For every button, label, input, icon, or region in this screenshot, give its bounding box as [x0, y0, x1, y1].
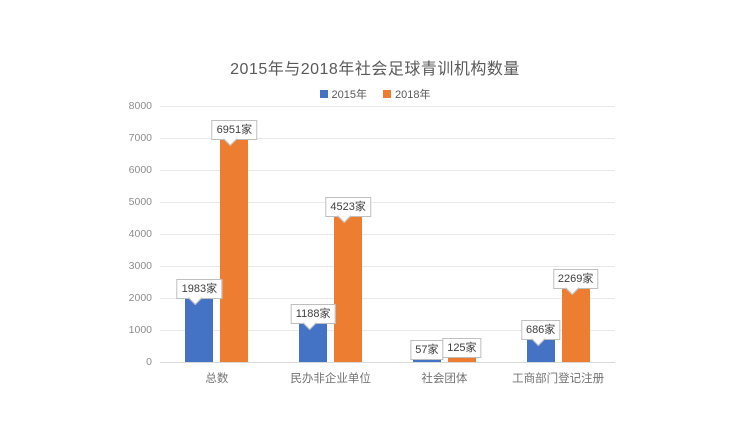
legend-item-2015年: 2015年: [319, 86, 367, 102]
data-callout: 125家: [442, 338, 482, 358]
grid-line: [160, 169, 615, 171]
bar-2015年-社会团体: [412, 360, 441, 362]
legend-swatch-icon: [319, 90, 328, 98]
legend-item-2018年: 2018年: [383, 86, 430, 102]
category-label: 社会团体: [421, 373, 468, 385]
data-label: 4523家: [330, 201, 366, 214]
chart-title: 2015年与2018年社会足球青训机构数量: [230, 61, 520, 78]
x-axis-line: [160, 361, 615, 363]
legend-label: 2015年: [331, 89, 367, 101]
data-callout: 6951家: [211, 119, 258, 146]
data-label: 6951家: [216, 123, 253, 136]
bar-2015年-总数: [185, 298, 214, 362]
bar-2018年-社会团体: [447, 358, 476, 362]
y-tick-label: 4000: [128, 228, 152, 240]
grid-line: [160, 105, 615, 107]
y-tick-label: 8000: [128, 100, 152, 112]
data-callout: 686家: [520, 320, 561, 347]
grid-line: [160, 297, 615, 299]
data-callout: 2269家: [552, 269, 599, 296]
y-tick-label: 2000: [128, 292, 152, 304]
data-label: 2269家: [557, 273, 594, 286]
bar-2018年-工商部门登记注册: [561, 289, 590, 362]
grid-line: [160, 201, 615, 203]
data-label: 125家: [447, 342, 477, 354]
legend-label: 2018年: [395, 89, 431, 101]
data-callout: 57家: [410, 340, 444, 361]
grid-line: [160, 137, 615, 139]
data-callout: 4523家: [325, 197, 371, 224]
grid-line: [160, 233, 615, 235]
bar-2018年-总数: [220, 139, 249, 362]
y-tick-label: 3000: [128, 260, 152, 272]
bar-2015年-工商部门登记注册: [526, 340, 555, 362]
y-tick-label: 1000: [128, 324, 152, 336]
data-label: 57家: [415, 344, 439, 357]
y-tick-label: 5000: [128, 196, 152, 208]
chart-legend: 2015年 2018年: [0, 86, 750, 102]
bar-2018年-民办非企业单位: [334, 217, 363, 362]
data-callout: 1188家: [290, 303, 336, 331]
y-tick-label: 0: [146, 356, 152, 368]
grid-line: [160, 265, 615, 267]
grid-line: [160, 329, 615, 331]
bar-2015年-民办非企业单位: [299, 323, 328, 362]
data-label: 1188家: [295, 307, 331, 320]
category-label: 民办非企业单位: [290, 373, 371, 385]
category-label: 工商部门登记注册: [512, 373, 605, 385]
y-tick-label: 6000: [128, 164, 152, 176]
data-callout: 1983家: [176, 278, 223, 305]
category-label: 总数: [205, 373, 229, 385]
y-tick-label: 7000: [128, 132, 152, 144]
legend-swatch-icon: [383, 90, 391, 98]
data-label: 686家: [525, 324, 556, 337]
data-label: 1983家: [181, 282, 218, 295]
